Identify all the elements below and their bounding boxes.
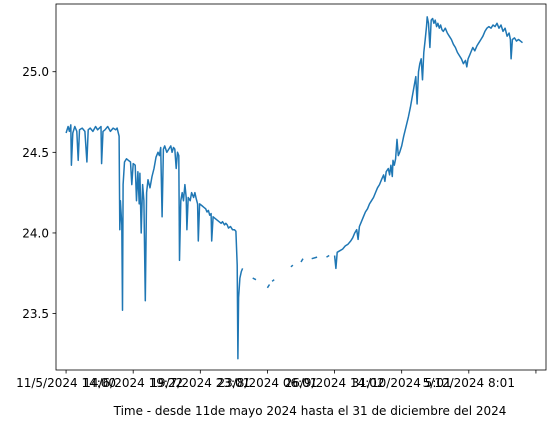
y-tick-label: 25.0 bbox=[22, 65, 49, 79]
series-line-segment bbox=[300, 258, 304, 263]
series-line-segment bbox=[65, 124, 244, 360]
x-tick-label: 26/9/2024 14:02 bbox=[285, 376, 385, 390]
series-line-segment bbox=[266, 284, 271, 289]
y-tick-label: 24.0 bbox=[22, 226, 49, 240]
y-axis: 23.5 24.0 24.5 25.0 bbox=[22, 65, 56, 321]
plot-frame bbox=[55, 3, 547, 371]
x-tick-label: 5/12/2024 8:01 bbox=[423, 376, 515, 390]
series-layer bbox=[65, 16, 523, 360]
series-line-segment bbox=[311, 256, 318, 260]
x-axis-title: Time - desde 11de mayo 2024 hasta el 31 … bbox=[113, 404, 507, 418]
series-line-segment bbox=[271, 279, 275, 282]
x-tick-label: 31/10/2024 5:01 bbox=[352, 376, 452, 390]
y-tick-label: 23.5 bbox=[22, 307, 49, 321]
y-tick-label: 24.5 bbox=[22, 146, 49, 160]
x-tick-label: 23/8/2024 06:01 bbox=[217, 376, 317, 390]
x-tick-label: 11/5/2024 14:00 bbox=[16, 376, 116, 390]
x-tick-label: 19/7/2024 23:01 bbox=[150, 376, 250, 390]
series-line-segment bbox=[290, 264, 294, 268]
series-line-segment bbox=[326, 254, 330, 258]
series-line-segment bbox=[333, 16, 523, 270]
x-tick-label: 14/6/2024 19:22 bbox=[83, 376, 183, 390]
series-line-segment bbox=[252, 277, 257, 281]
